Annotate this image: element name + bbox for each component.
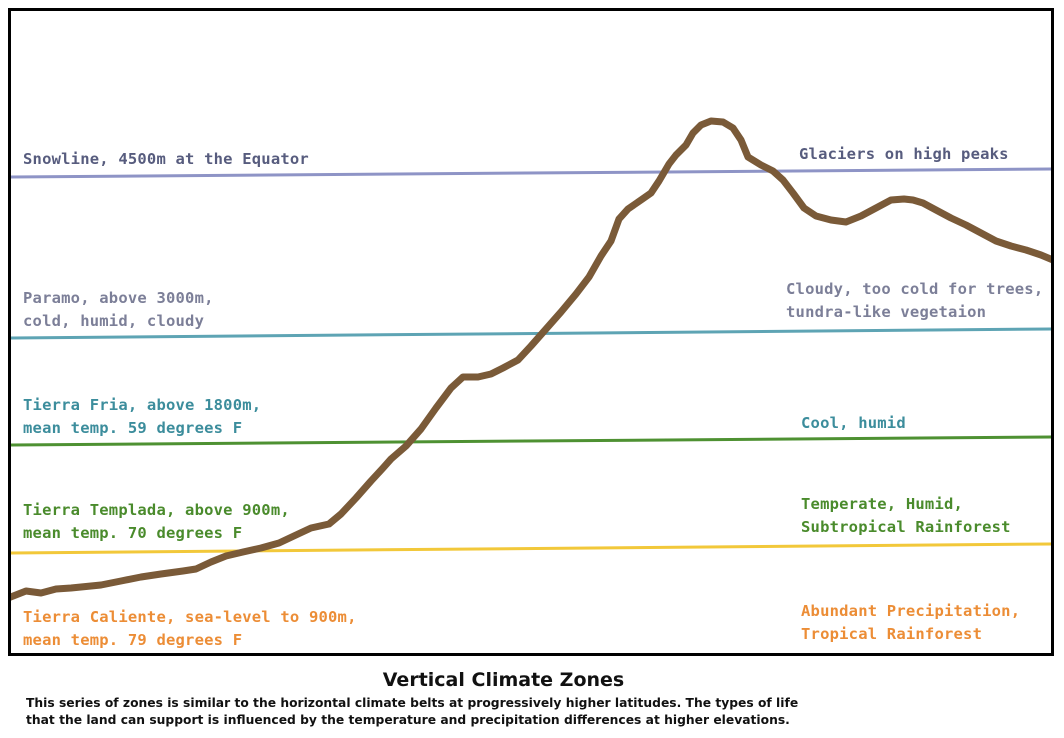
mountain-profile xyxy=(11,117,1051,601)
paramo-description: Cloudy, too cold for trees, tundra-like … xyxy=(786,278,1043,324)
tierra-fria-boundary-line xyxy=(11,435,1051,447)
tierra-caliente-label-line2: mean temp. 79 degrees F xyxy=(23,631,243,649)
tierra-caliente-label-line1: Tierra Caliente, sea-level to 900m, xyxy=(23,608,357,626)
tierra-caliente-description-line1: Abundant Precipitation, xyxy=(801,602,1021,620)
tierra-caliente-label: Tierra Caliente, sea-level to 900m, mean… xyxy=(23,606,357,652)
tierra-fria-description: Cool, humid xyxy=(801,414,906,432)
snowline-label: Snowline, 4500m at the Equator xyxy=(23,150,309,168)
snowline-boundary-line xyxy=(11,167,1051,179)
paramo-label-line1: Paramo, above 3000m, xyxy=(23,289,214,307)
paramo-description-line1: Cloudy, too cold for trees, xyxy=(786,280,1044,298)
tierra-templada-label-line1: Tierra Templada, above 900m, xyxy=(23,501,290,519)
tierra-fria-label: Tierra Fria, above 1800m, mean temp. 59 … xyxy=(23,394,261,440)
tierra-fria-label-line2: mean temp. 59 degrees F xyxy=(23,419,243,437)
caption-line1: This series of zones is similar to the h… xyxy=(26,696,799,710)
tierra-templada-description-line2: Subtropical Rainforest xyxy=(801,518,1011,536)
tierra-fria-label-line1: Tierra Fria, above 1800m, xyxy=(23,396,262,414)
tierra-caliente-description: Abundant Precipitation, Tropical Rainfor… xyxy=(801,600,1020,646)
paramo-label-line2: cold, humid, cloudy xyxy=(23,312,205,330)
caption-body: This series of zones is similar to the h… xyxy=(26,695,1046,729)
tierra-templada-label-line2: mean temp. 70 degrees F xyxy=(23,524,243,542)
diagram-canvas xyxy=(11,117,1051,601)
paramo-boundary-line xyxy=(11,327,1051,340)
diagram-frame: Snowline, 4500m at the Equator Glaciers … xyxy=(8,8,1054,656)
paramo-description-line2: tundra-like vegetaion xyxy=(786,303,987,321)
tierra-templada-boundary-line xyxy=(11,542,1051,555)
glaciers-label: Glaciers on high peaks xyxy=(799,145,1009,163)
tierra-templada-label: Tierra Templada, above 900m, mean temp. … xyxy=(23,499,290,545)
tierra-templada-description-line1: Temperate, Humid, xyxy=(801,495,964,513)
caption-title: Vertical Climate Zones xyxy=(382,669,625,691)
caption-line2: that the land can support is influenced … xyxy=(26,713,790,727)
paramo-label: Paramo, above 3000m, cold, humid, cloudy xyxy=(23,287,214,333)
tierra-templada-description: Temperate, Humid, Subtropical Rainforest xyxy=(801,493,1011,539)
tierra-caliente-description-line2: Tropical Rainforest xyxy=(801,625,983,643)
